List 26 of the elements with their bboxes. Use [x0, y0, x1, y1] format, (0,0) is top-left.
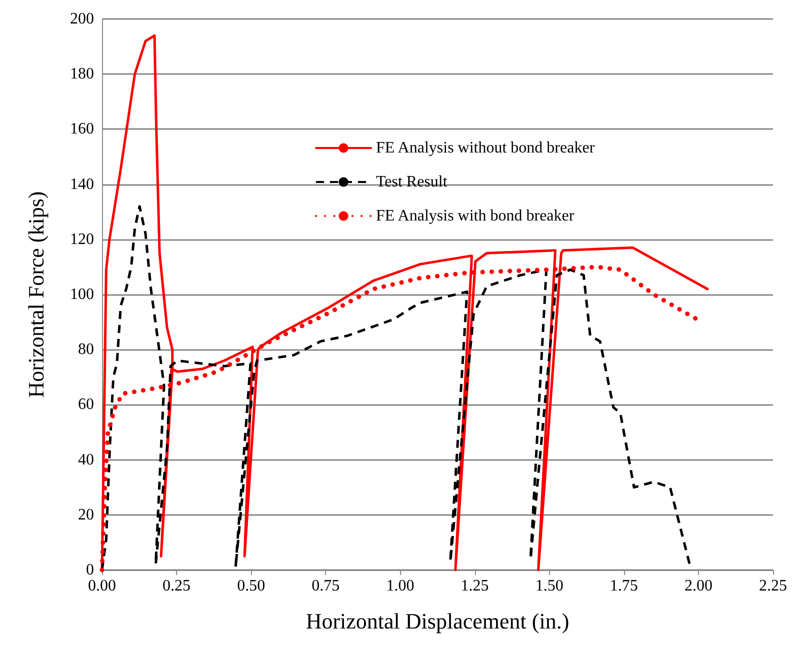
x-tick-label: 1.25	[460, 578, 489, 594]
y-tick-label: 20	[78, 506, 94, 524]
y-tick-label: 40	[78, 451, 94, 468]
y-tick-label: 120	[70, 230, 94, 248]
y-tick-label: 200	[70, 10, 94, 28]
legend-label: FE Analysis with bond breaker	[376, 208, 575, 224]
y-tick-label: 60	[78, 396, 94, 414]
x-tick-label: 0.25	[162, 578, 191, 594]
x-tick-label: 0.75	[312, 578, 340, 594]
x-tick-label: 0.00	[88, 578, 116, 594]
legend-label: FE Analysis without bond breaker	[376, 140, 596, 156]
y-tick-label: 80	[78, 341, 94, 358]
x-axis-title: Horizontal Displacement (in.)	[306, 608, 570, 634]
y-tick-label: 0	[86, 562, 94, 578]
x-tick-label: 1.00	[386, 578, 414, 594]
x-tick-label: 1.50	[535, 578, 564, 594]
y-axis-title: Horizontal Force (kips)	[24, 191, 48, 398]
y-tick-label: 180	[70, 66, 94, 83]
y-tick-label: 160	[70, 120, 94, 138]
x-tick-label: 1.75	[610, 578, 638, 594]
legend-label: Test Result	[376, 174, 448, 190]
x-tick-label: 0.50	[237, 578, 266, 594]
y-tick-label: 100	[70, 286, 94, 303]
x-tick-label: 2.00	[684, 578, 712, 594]
y-tick-label: 140	[70, 176, 94, 193]
x-tick-label: 2.25	[759, 578, 787, 594]
